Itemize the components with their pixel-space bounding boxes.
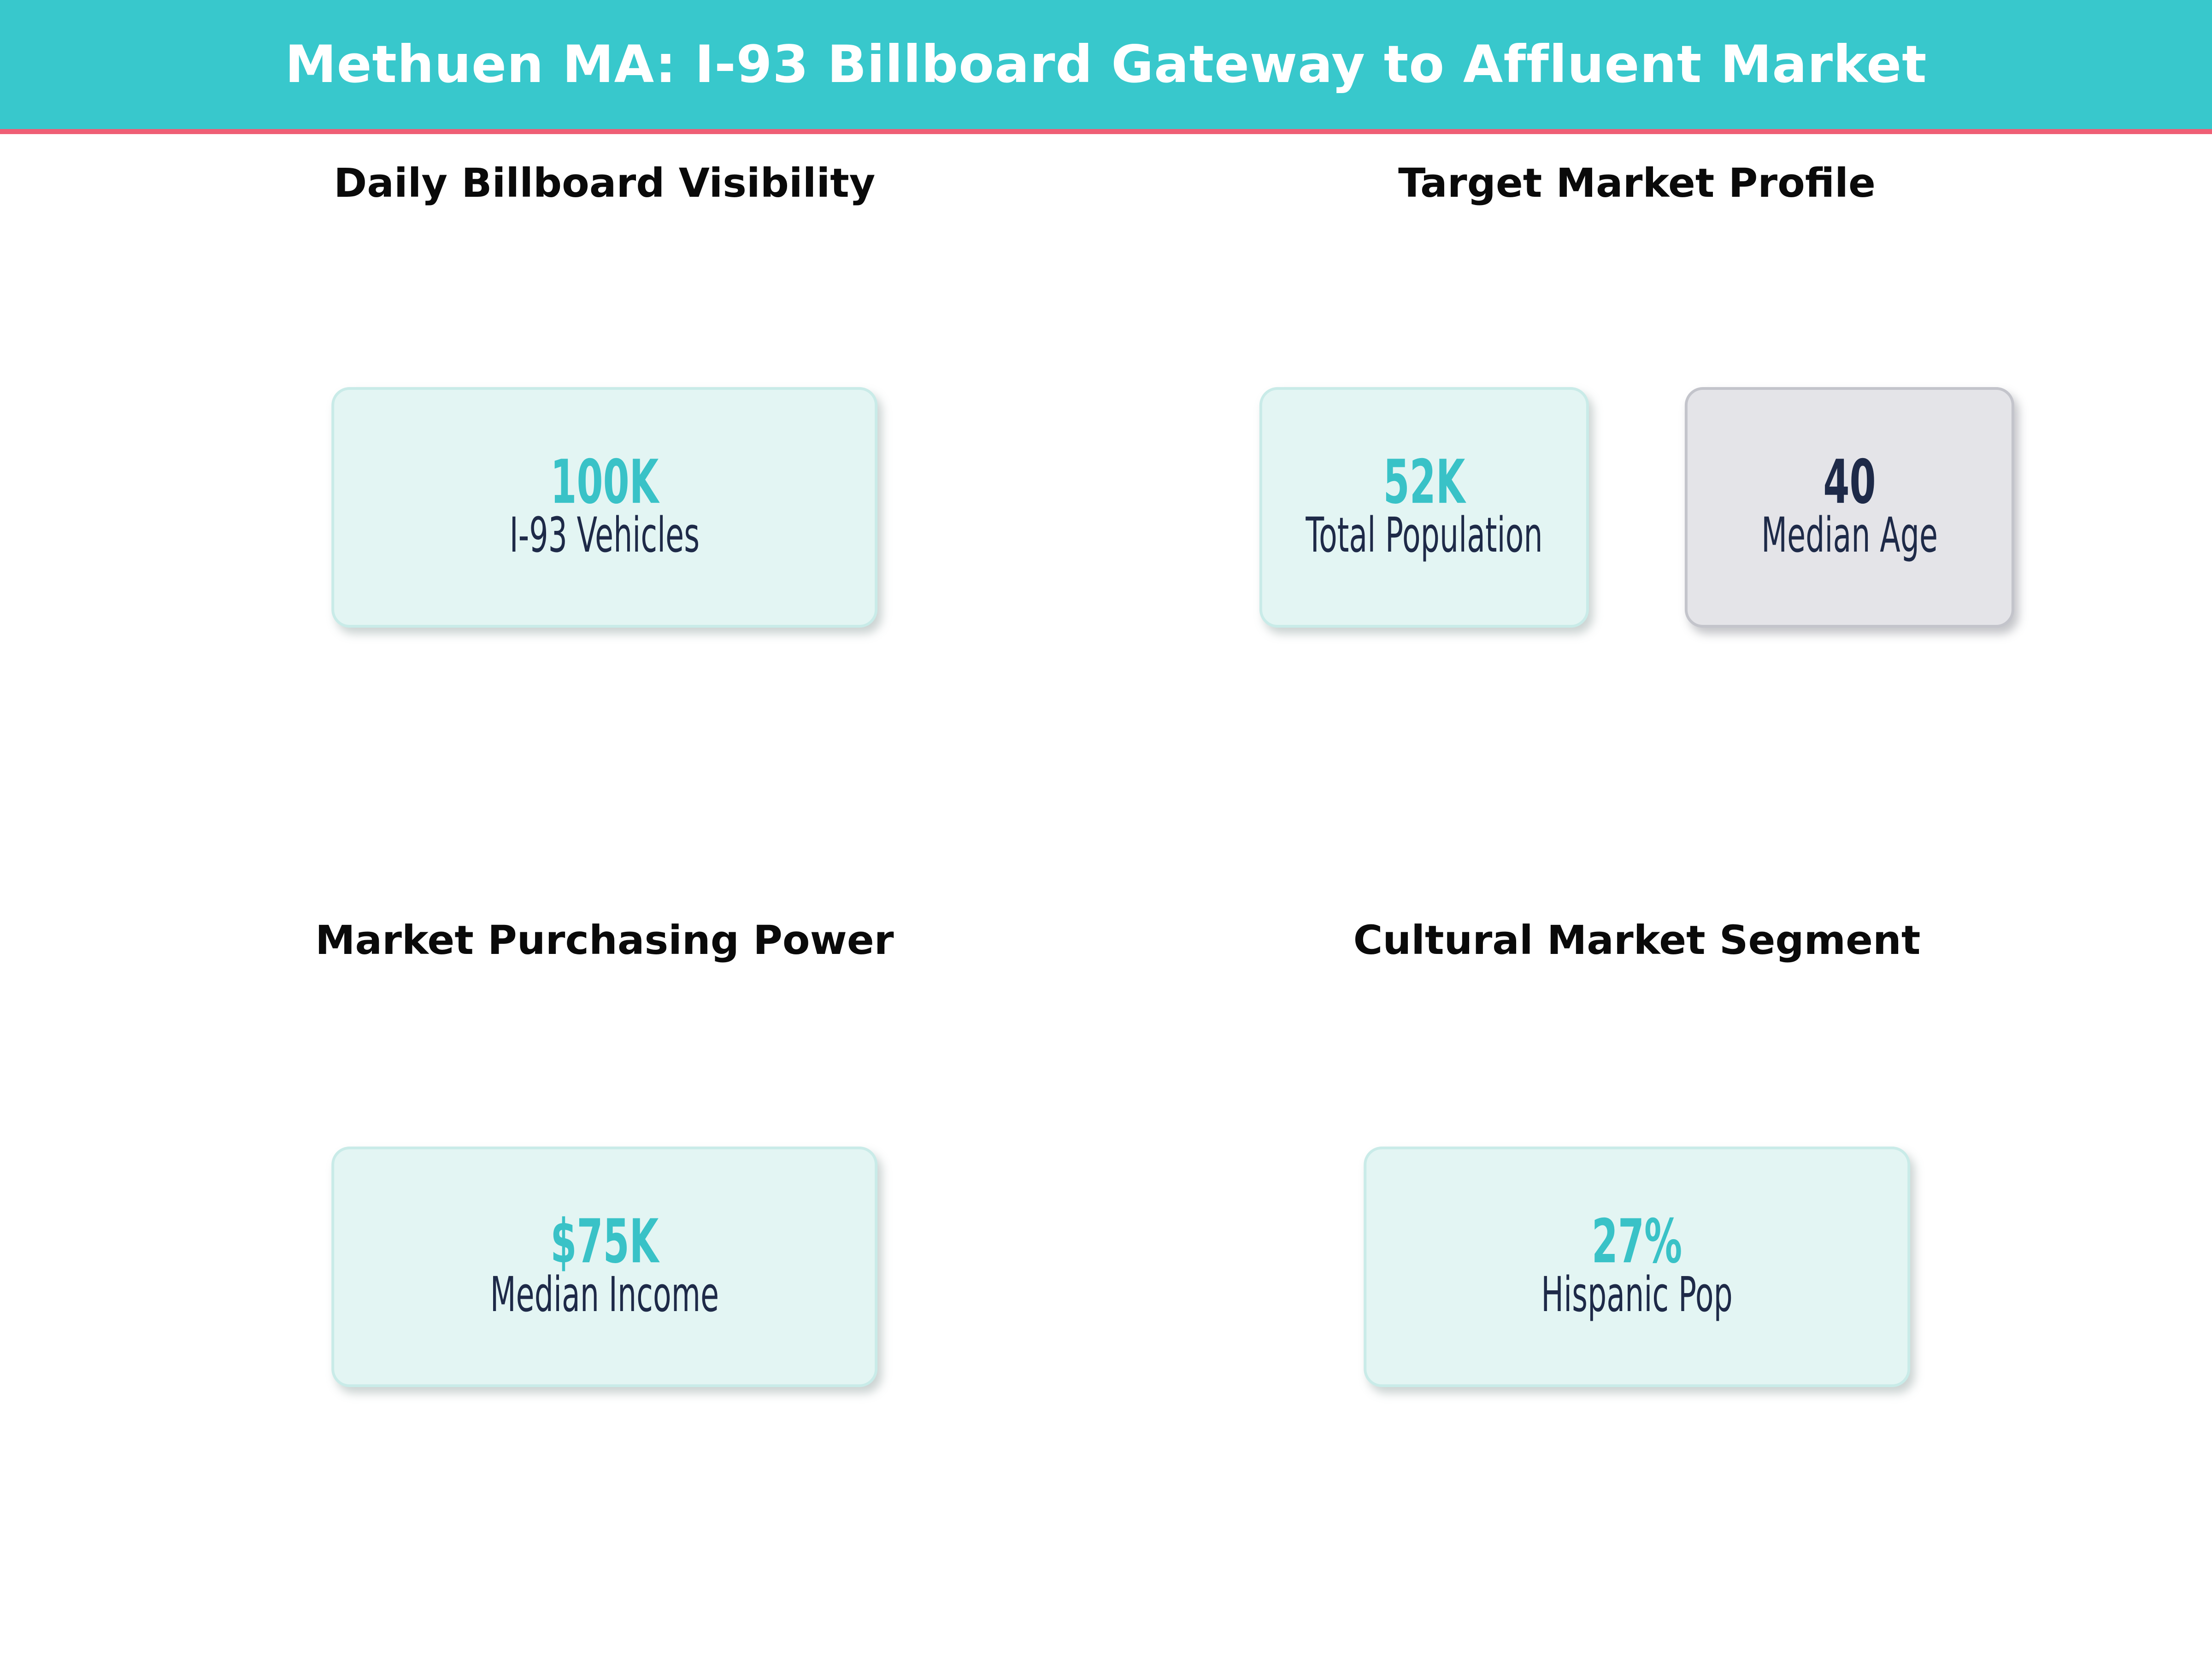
stat-card-total-population: 52K Total Population: [1259, 387, 1589, 628]
stat-label-median-income: Median Income: [490, 1267, 719, 1323]
card-row-market-profile: 52K Total Population 40 Median Age: [1259, 387, 2015, 628]
stat-label-median-age: Median Age: [1761, 508, 1938, 564]
stat-label-total-population: Total Population: [1306, 508, 1543, 564]
stat-card-hispanic-pop: 27% Hispanic Pop: [1364, 1146, 1910, 1387]
section-title-target-market-profile: Target Market Profile: [1398, 159, 1876, 206]
stat-value-median-income: $75K: [550, 1206, 659, 1277]
section-title-daily-billboard-visibility: Daily Billboard Visibility: [334, 159, 876, 206]
header-banner: Methuen MA: I-93 Billboard Gateway to Af…: [0, 0, 2212, 129]
stat-card-median-age: 40 Median Age: [1684, 387, 2015, 628]
header-accent-bar: [0, 129, 2212, 134]
stat-value-median-age: 40: [1823, 447, 1876, 518]
stat-card-i93-vehicles: 100K I-93 Vehicles: [331, 387, 878, 628]
page-title: Methuen MA: I-93 Billboard Gateway to Af…: [285, 35, 1927, 95]
section-title-market-purchasing-power: Market Purchasing Power: [315, 917, 894, 964]
stat-value-i93-vehicles: 100K: [550, 447, 659, 518]
stat-label-i93-vehicles: I-93 Vehicles: [509, 508, 700, 564]
stat-value-total-population: 52K: [1383, 447, 1465, 518]
stat-card-median-income: $75K Median Income: [331, 1146, 878, 1387]
card-row-billboard-visibility: 100K I-93 Vehicles: [331, 387, 878, 628]
card-row-purchasing-power: $75K Median Income: [331, 1146, 878, 1387]
stat-label-hispanic-pop: Hispanic Pop: [1541, 1267, 1733, 1323]
section-title-cultural-market-segment: Cultural Market Segment: [1353, 917, 1921, 964]
card-row-cultural-segment: 27% Hispanic Pop: [1364, 1146, 1910, 1387]
stat-value-hispanic-pop: 27%: [1591, 1206, 1683, 1277]
